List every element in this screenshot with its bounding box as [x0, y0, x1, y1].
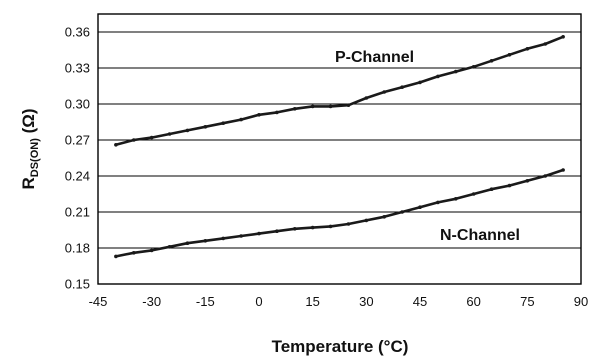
x-tick-label: 15 — [305, 294, 319, 309]
data-point — [364, 96, 369, 100]
data-point — [400, 85, 404, 89]
data-point — [382, 90, 387, 94]
data-point — [346, 222, 351, 226]
data-point — [543, 174, 548, 178]
data-point — [561, 168, 565, 172]
y-tick-label: 0.24 — [65, 169, 90, 184]
n-channel-label: N-Channel — [440, 227, 520, 244]
x-tick-label: 45 — [413, 294, 427, 309]
y-tick-label: 0.36 — [65, 25, 90, 40]
y-tick-labels: 0.15 0.18 0.21 0.24 0.27 0.30 0.33 0.36 — [65, 25, 90, 292]
data-point — [221, 121, 226, 125]
y-axis-title-unit: (Ω) — [19, 108, 38, 138]
x-axis-title: Temperature (°C) — [272, 337, 409, 356]
data-point — [257, 113, 261, 117]
data-point — [382, 215, 387, 219]
x-tick-labels: -45 -30 -15 0 15 30 45 60 75 90 — [89, 294, 589, 309]
p-channel-label: P-Channel — [335, 49, 414, 66]
y-axis-title-subscript: DS(ON) — [29, 138, 41, 177]
data-point — [114, 143, 118, 147]
grid-lines — [98, 31, 581, 285]
data-point — [453, 197, 458, 201]
x-tick-label: 30 — [359, 294, 373, 309]
x-tick-label: -45 — [89, 294, 108, 309]
data-point — [203, 239, 208, 243]
y-tick-label: 0.21 — [65, 205, 90, 220]
data-point — [149, 248, 154, 253]
data-point — [185, 241, 190, 245]
data-point — [328, 224, 333, 229]
y-tick-label: 0.15 — [65, 277, 90, 292]
x-tick-label: 60 — [466, 294, 480, 309]
data-point — [525, 179, 530, 183]
data-point — [239, 234, 243, 238]
series-lines — [114, 35, 565, 259]
y-axis-title-main: R — [19, 177, 38, 189]
data-point — [364, 218, 369, 223]
series-line-p-channel — [114, 35, 565, 147]
data-point — [292, 227, 297, 231]
data-point — [257, 231, 261, 236]
data-point — [221, 236, 226, 241]
y-tick-label: 0.33 — [65, 61, 90, 76]
data-point — [418, 80, 422, 85]
y-axis-title: RDS(ON) (Ω) — [19, 108, 41, 189]
data-point — [328, 104, 333, 109]
data-point — [310, 225, 315, 230]
x-tick-label: 0 — [255, 294, 262, 309]
data-point — [507, 183, 512, 188]
data-point — [436, 200, 440, 205]
data-point — [489, 59, 494, 63]
x-tick-label: 90 — [574, 294, 588, 309]
data-point — [453, 69, 458, 74]
x-tick-label: -15 — [196, 294, 215, 309]
data-point — [543, 42, 548, 46]
data-point — [131, 251, 136, 255]
data-point — [418, 205, 422, 209]
y-tick-label: 0.18 — [65, 241, 90, 256]
data-point — [167, 245, 172, 249]
data-point — [346, 103, 351, 107]
data-point — [292, 107, 297, 111]
x-tick-label: -30 — [142, 294, 161, 309]
data-point — [400, 210, 404, 214]
data-point — [203, 125, 208, 129]
data-point — [436, 74, 440, 79]
y-tick-label: 0.30 — [65, 97, 90, 112]
data-point — [310, 104, 315, 109]
data-point — [471, 65, 476, 69]
x-tick-label: 75 — [520, 294, 534, 309]
data-point — [489, 187, 494, 191]
data-point — [275, 110, 279, 115]
data-point — [149, 135, 154, 140]
data-point — [167, 132, 172, 136]
data-point — [275, 229, 279, 233]
data-point — [507, 53, 512, 57]
data-point — [131, 138, 136, 142]
y-tick-label: 0.27 — [65, 133, 90, 148]
series-line-n-channel — [114, 168, 565, 258]
data-point — [561, 35, 565, 39]
data-point — [471, 192, 476, 196]
data-point — [525, 47, 530, 51]
data-point — [114, 254, 118, 259]
plot-frame — [97, 13, 582, 285]
data-point — [185, 128, 190, 133]
data-point — [239, 117, 243, 122]
